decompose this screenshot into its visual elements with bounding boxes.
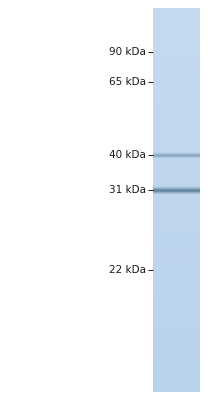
Text: 31 kDa: 31 kDa — [109, 185, 146, 195]
Text: 22 kDa: 22 kDa — [109, 265, 146, 275]
Text: 40 kDa: 40 kDa — [109, 150, 146, 160]
Text: 65 kDa: 65 kDa — [109, 77, 146, 87]
Text: 90 kDa: 90 kDa — [109, 47, 146, 57]
